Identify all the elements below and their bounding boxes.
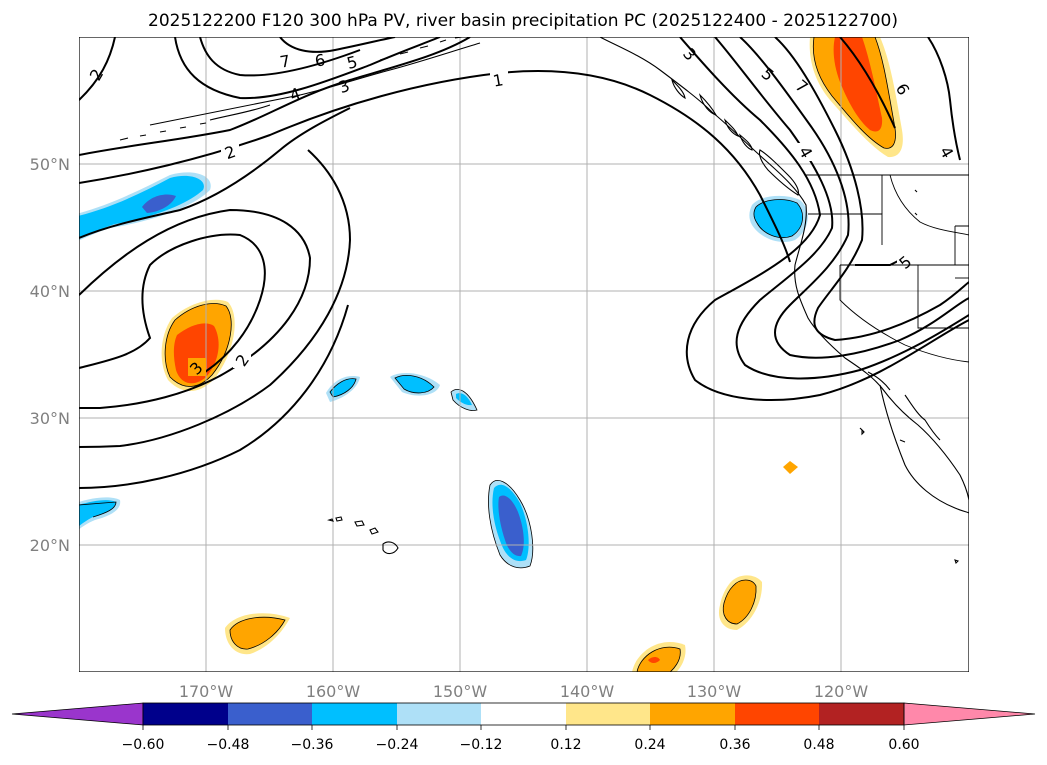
colorbar-tick-label: −0.60 [122, 737, 165, 753]
shade-neg-155w-core [395, 375, 434, 393]
colorbar-segment [397, 703, 481, 725]
colorbar-segment [819, 703, 904, 725]
colorbar: −0.60 −0.48 −0.36 −0.24 −0.12 0.12 0.24 … [11, 702, 1036, 753]
colorbar-tick-label: 0.60 [888, 737, 919, 753]
precip-shading [79, 37, 903, 672]
borders [806, 174, 969, 363]
shade-neg-163w-core [330, 378, 356, 397]
colorbar-tick-label: 0.48 [803, 737, 834, 753]
colorbar-tick-label: −0.36 [291, 737, 334, 753]
lon-label-140w: 140°W [560, 682, 615, 701]
lon-label-170w: 170°W [179, 682, 234, 701]
lat-label-30: 30°N [30, 409, 70, 428]
shade-neg-sw-core [79, 500, 116, 527]
shade-pos-135w-core [648, 657, 660, 663]
lon-label-150w: 150°W [433, 682, 488, 701]
shade-pos-124w [783, 461, 798, 474]
colorbar-extend-high [903, 702, 1036, 726]
lat-label-20: 20°N [30, 536, 70, 555]
colorbar-tick-label: 0.36 [719, 737, 750, 753]
lon-label-120w: 120°W [814, 682, 869, 701]
lon-axis-labels: 170°W 160°W 150°W 140°W 130°W 120°W [179, 682, 869, 701]
colorbar-segment [312, 703, 397, 725]
shade-neg-nw [79, 175, 204, 238]
coastlines [119, 37, 969, 565]
colorbar-tick-label: −0.48 [207, 737, 250, 753]
shade-pos-165w [230, 617, 285, 650]
colorbar-tick-label: 0.24 [634, 737, 665, 753]
shade-pos-128w [723, 580, 757, 624]
shade-neg-146w-core [498, 495, 524, 557]
shade-neg-nw-core [142, 194, 176, 213]
colorbar-segment [143, 703, 228, 725]
pv-label: 6 [313, 50, 326, 70]
lon-label-160w: 160°W [306, 682, 361, 701]
colorbar-tick-label: −0.24 [376, 737, 419, 753]
map-area: 1 2 2 2 3 3 3 4 4 4 5 5 5 6 6 7 7 [79, 37, 969, 672]
pv-label: 7 [278, 51, 291, 71]
map-title: 2025122200 F120 300 hPa PV, river basin … [148, 11, 898, 31]
colorbar-tick-label: 0.12 [550, 737, 581, 753]
colorbar-segment [650, 703, 735, 725]
lat-label-40: 40°N [30, 282, 70, 301]
colorbar-extend-low [11, 702, 144, 726]
shade-pos-bc-red [833, 37, 883, 132]
pv-label: 5 [345, 52, 360, 73]
colorbar-tick-label: −0.12 [460, 737, 503, 753]
lon-label-130w: 130°W [687, 682, 742, 701]
lat-label-50: 50°N [30, 155, 70, 174]
colorbar-segment [228, 703, 312, 725]
shading-outlines [79, 37, 896, 672]
pv-label: 1 [491, 70, 504, 90]
lat-axis-labels: 50°N 40°N 30°N 20°N [30, 155, 70, 555]
colorbar-segment [735, 703, 819, 725]
colorbar-ticks [142, 725, 905, 730]
shade-pos-170w-red [173, 323, 219, 384]
colorbar-segment [566, 703, 650, 725]
colorbar-segment [481, 703, 566, 725]
